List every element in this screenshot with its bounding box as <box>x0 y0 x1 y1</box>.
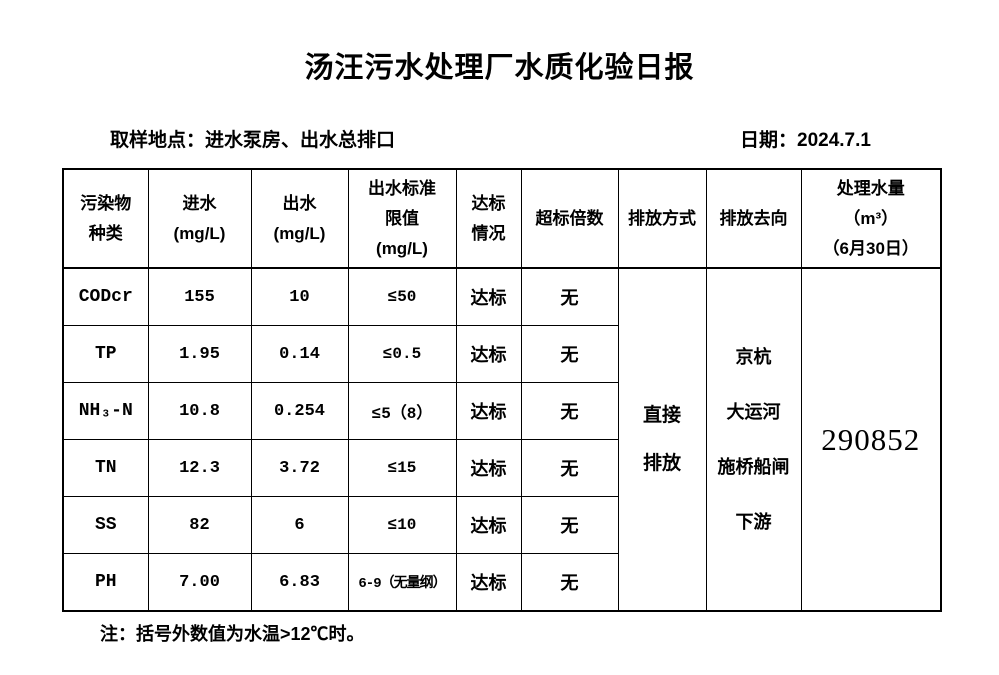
cell-treated-volume: 290852 <box>800 267 942 612</box>
page-title: 汤汪污水处理厂水质化验日报 <box>304 52 695 84</box>
cell-exceed: 无 <box>520 496 619 554</box>
cell-pollutant: TN <box>62 439 149 497</box>
cell-exceed: 无 <box>520 382 619 440</box>
header-pollutant: 污染物 种类 <box>62 168 149 269</box>
cell-compliance: 达标 <box>455 439 522 497</box>
cell-pollutant: PH <box>62 553 149 612</box>
table-row-nh3n: NH₃-N 10.8 0.254 ≤5（8） 达标 无 <box>62 382 941 440</box>
cell-exceed: 无 <box>520 267 619 326</box>
cell-effluent: 6.83 <box>250 553 349 612</box>
cell-pollutant: SS <box>62 496 149 554</box>
header-discharge-method: 排放方式 <box>617 168 707 269</box>
cell-influent: 82 <box>147 496 252 554</box>
header-influent: 进水 (mg/L) <box>147 168 252 269</box>
header-treated-volume: 处理水量 （m³） （6月30日） <box>800 168 942 269</box>
header-compliance: 达标 情况 <box>455 168 522 269</box>
header-discharge-destination: 排放去向 <box>705 168 802 269</box>
cell-exceed: 无 <box>520 439 619 497</box>
water-quality-table: 污染物 种类 进水 (mg/L) 出水 (mg/L) 出水标准 限值 (mg/L… <box>62 168 942 612</box>
cell-influent: 155 <box>147 267 252 326</box>
cell-exceed: 无 <box>520 553 619 612</box>
cell-standard: ≤10 <box>347 496 457 554</box>
cell-influent: 1.95 <box>147 325 252 383</box>
header-standard-limit: 出水标准 限值 (mg/L) <box>347 168 457 269</box>
cell-effluent: 0.254 <box>250 382 349 440</box>
report-date: 日期：2024.7.1 <box>740 130 871 151</box>
cell-compliance: 达标 <box>455 496 522 554</box>
cell-standard: ≤5（8） <box>347 382 457 440</box>
cell-standard: ≤15 <box>347 439 457 497</box>
cell-influent: 12.3 <box>147 439 252 497</box>
cell-pollutant: CODcr <box>62 267 149 326</box>
table-header-row: 污染物 种类 进水 (mg/L) 出水 (mg/L) 出水标准 限值 (mg/L… <box>62 168 942 269</box>
cell-discharge-destination: 京杭 大运河 施桥船闸 下游 <box>705 267 802 612</box>
cell-pollutant: NH₃-N <box>62 382 149 440</box>
sampling-location: 取样地点：进水泵房、出水总排口 <box>110 130 396 151</box>
table-row-codcr: CODcr 155 10 ≤50 达标 无 直接 排放 京杭 大运河 施桥船闸 … <box>62 267 942 612</box>
meta-row: 取样地点：进水泵房、出水总排口 日期：2024.7.1 <box>0 125 999 155</box>
cell-exceed: 无 <box>520 325 619 383</box>
cell-compliance: 达标 <box>455 382 522 440</box>
cell-standard: ≤50 <box>347 267 457 326</box>
cell-discharge-method: 直接 排放 <box>617 267 707 612</box>
table-row-ph: PH 7.00 6.83 6-9（无量纲） 达标 无 <box>62 553 941 612</box>
cell-compliance: 达标 <box>455 553 522 612</box>
cell-pollutant: TP <box>62 325 149 383</box>
cell-influent: 10.8 <box>147 382 252 440</box>
header-exceed-multiple: 超标倍数 <box>520 168 619 269</box>
cell-effluent: 6 <box>250 496 349 554</box>
table-row-tp: TP 1.95 0.14 ≤0.5 达标 无 <box>62 325 941 383</box>
footnote: 注：括号外数值为水温>12℃时。 <box>100 624 365 644</box>
table-row-ss: SS 82 6 ≤10 达标 无 <box>62 496 941 554</box>
table-row-tn: TN 12.3 3.72 ≤15 达标 无 <box>62 439 941 497</box>
cell-standard: 6-9（无量纲） <box>347 553 457 612</box>
cell-compliance: 达标 <box>455 267 522 326</box>
header-effluent: 出水 (mg/L) <box>250 168 349 269</box>
cell-effluent: 0.14 <box>250 325 349 383</box>
cell-influent: 7.00 <box>147 553 252 612</box>
cell-effluent: 10 <box>250 267 349 326</box>
cell-standard: ≤0.5 <box>347 325 457 383</box>
cell-effluent: 3.72 <box>250 439 349 497</box>
cell-compliance: 达标 <box>455 325 522 383</box>
